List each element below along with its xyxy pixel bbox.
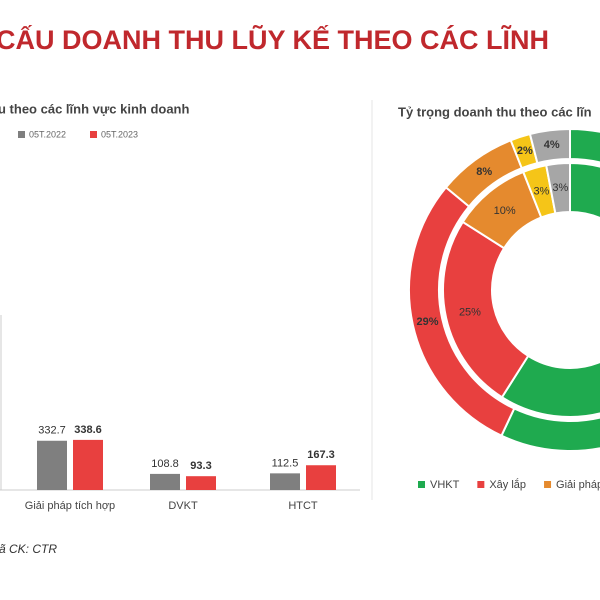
donut-segment — [500, 161, 600, 418]
x-tick-label: DVKT — [168, 500, 198, 512]
legend-label: 05T.2022 — [29, 129, 66, 139]
legend-swatch — [418, 481, 425, 488]
bar — [73, 439, 103, 490]
value-label: 167.3 — [307, 449, 335, 461]
value-label: 108.8 — [151, 458, 179, 470]
value-label: 25% — [459, 306, 481, 318]
legend-swatch — [544, 481, 552, 488]
value-label: 4% — [544, 139, 560, 151]
value-label: 10% — [494, 205, 516, 217]
value-label: 332.7 — [38, 425, 66, 437]
donut-segment — [442, 220, 530, 399]
legend-label: Xây lắp — [489, 478, 526, 491]
value-label: 338.6 — [74, 424, 102, 436]
value-label: 2% — [517, 145, 533, 157]
donut-title: Tỷ trọng doanh thu theo các lĩn — [398, 104, 592, 119]
value-label: 8% — [476, 166, 492, 178]
legend-label: 05T.2023 — [101, 129, 138, 139]
legend-swatch — [18, 131, 25, 138]
value-label: 3% — [552, 182, 568, 194]
bar — [186, 476, 216, 490]
bar — [306, 465, 336, 490]
bar-title: u theo các lĩnh vực kinh doanh — [0, 101, 189, 116]
legend-swatch — [477, 481, 485, 488]
value-label: 112.5 — [272, 457, 299, 469]
donut-segment — [528, 127, 571, 165]
donut-segment — [545, 161, 571, 215]
footer: ã CK: CTR — [0, 542, 57, 556]
value-label: 29% — [417, 316, 439, 328]
bar — [150, 473, 180, 490]
page-title: CẤU DOANH THU LŨY KẾ THEO CÁC LĨNH — [0, 24, 549, 55]
bar — [270, 473, 300, 490]
donut-segment — [500, 127, 600, 452]
legend-swatch — [90, 131, 97, 138]
legend-label: Giải pháp — [556, 479, 600, 491]
x-tick-label: HTCT — [288, 500, 318, 512]
x-tick-label: Giải pháp tích hợp — [25, 500, 115, 512]
value-label: 93.3 — [190, 460, 211, 472]
value-label: 3% — [533, 185, 549, 197]
legend-label: VHKT — [430, 479, 460, 491]
bar — [37, 440, 67, 490]
